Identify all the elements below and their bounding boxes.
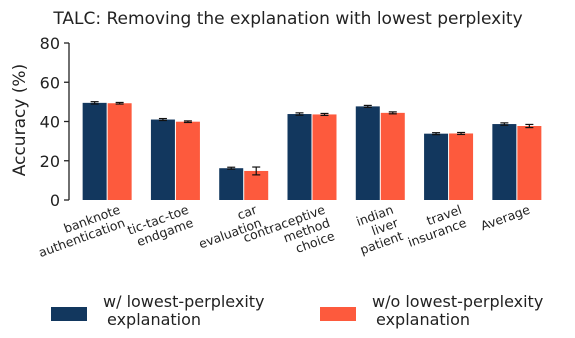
bar: [424, 133, 449, 200]
bar: [287, 114, 312, 200]
legend-label: w/o lowest-perplexity explanation: [372, 292, 543, 329]
y-tick-label: 0: [50, 191, 60, 210]
bar: [107, 103, 132, 200]
bar: [355, 106, 380, 200]
chart-title: TALC: Removing the explanation with lowe…: [52, 9, 522, 29]
x-tick-label: travelinsurance: [401, 202, 469, 250]
y-tick-label: 80: [40, 34, 60, 53]
x-tick-label: banknoteauthentication: [32, 202, 128, 260]
bar: [312, 114, 337, 200]
legend-swatch: [320, 307, 356, 321]
legend-swatch: [51, 307, 87, 321]
bar: [219, 168, 244, 200]
y-tick-label: 60: [40, 73, 60, 92]
x-tick-labels: banknoteauthenticationtic-tac-toeendgame…: [32, 201, 533, 260]
bars: [82, 101, 542, 200]
axes: 0 20 40 60 80: [40, 34, 70, 210]
bar: [244, 170, 269, 200]
bar: [492, 124, 517, 200]
x-tick-label: Average: [479, 202, 533, 234]
legend-label: w/ lowest-perplexity explanation: [103, 292, 265, 329]
y-tick-label: 40: [40, 113, 60, 132]
x-tick-label: tic-tac-toeendgame: [125, 202, 195, 251]
x-tick-label: indianliverpatient: [348, 201, 405, 257]
bar: [175, 121, 200, 200]
bar: [380, 112, 405, 200]
bar: [82, 102, 107, 200]
y-axis-label: Accuracy (%): [10, 64, 30, 176]
legend: w/ lowest-perplexity explanation w/o lowes…: [51, 292, 543, 329]
y-tick-label: 20: [40, 152, 60, 171]
bar: [150, 119, 175, 200]
bar: [517, 126, 542, 200]
bar: [449, 133, 474, 200]
